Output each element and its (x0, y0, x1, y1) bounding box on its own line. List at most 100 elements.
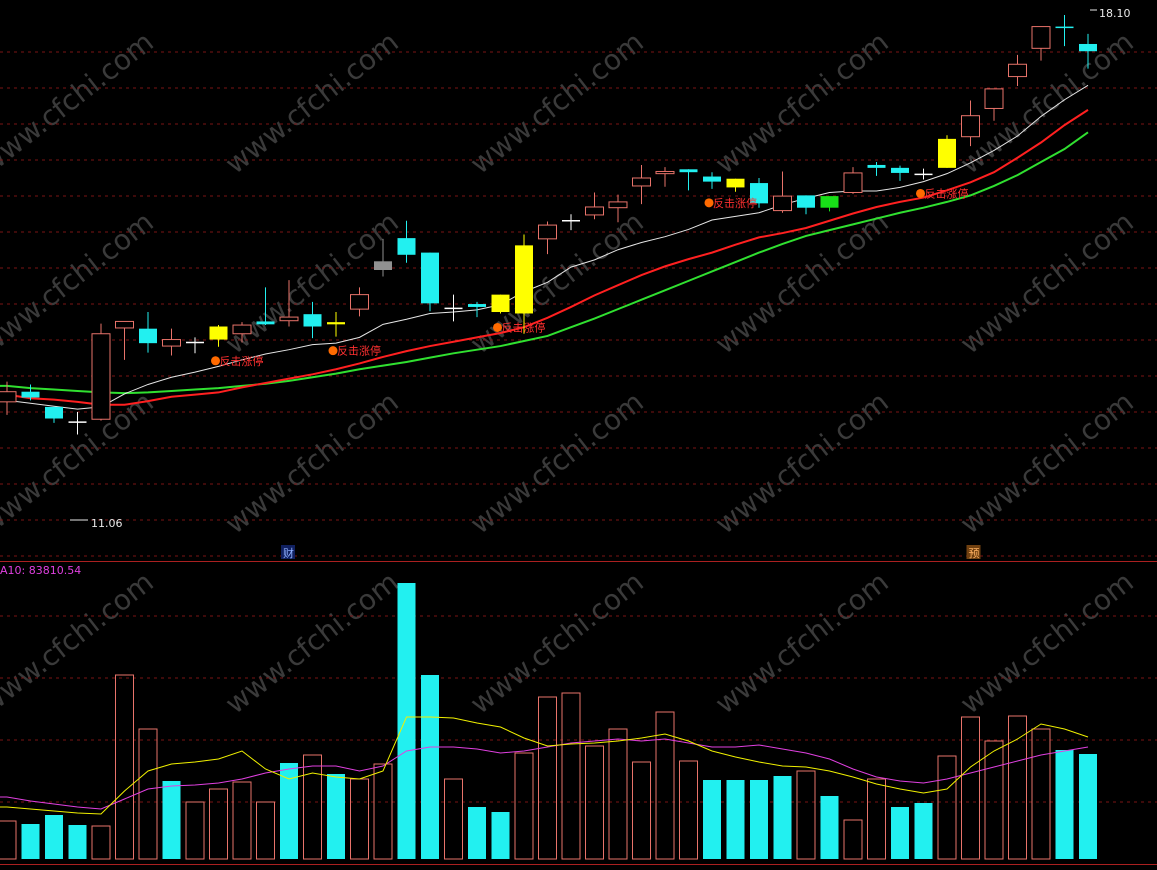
volume-bar[interactable] (937, 755, 957, 860)
volume-bar[interactable] (1079, 754, 1097, 859)
volume-bar[interactable] (820, 796, 839, 859)
candle[interactable] (327, 312, 345, 337)
volume-bar[interactable] (303, 754, 322, 860)
volume-bar[interactable] (91, 825, 111, 860)
volume-bar[interactable] (68, 825, 87, 859)
candle[interactable] (68, 411, 87, 435)
candlestick-series[interactable] (0, 15, 1097, 435)
candle[interactable] (891, 165, 909, 181)
volume-bar[interactable] (21, 824, 40, 859)
volume-bar[interactable] (773, 776, 792, 859)
candle[interactable] (279, 280, 299, 327)
volume-bar[interactable] (138, 728, 158, 860)
volume-bar[interactable] (538, 696, 557, 860)
candle[interactable] (914, 168, 933, 180)
volume-bar[interactable] (961, 716, 980, 860)
candle[interactable] (703, 172, 721, 189)
price-low-label: 11.06 (91, 517, 123, 530)
candle[interactable] (843, 167, 863, 194)
volume-bar[interactable] (632, 761, 651, 860)
candle[interactable] (773, 171, 792, 213)
candle[interactable] (186, 337, 204, 354)
candle[interactable] (538, 221, 557, 255)
volume-bar[interactable] (561, 692, 581, 860)
volume-bar[interactable] (491, 812, 510, 859)
candle[interactable] (0, 381, 17, 415)
candle[interactable] (750, 177, 768, 208)
volume-series[interactable] (0, 583, 1097, 860)
candle[interactable] (984, 88, 1004, 121)
volume-bar[interactable] (373, 763, 393, 860)
candle[interactable] (632, 164, 651, 205)
candle[interactable] (1031, 26, 1051, 61)
candle[interactable] (797, 195, 815, 215)
candle[interactable] (232, 322, 252, 343)
candle[interactable] (726, 178, 745, 192)
candle[interactable] (468, 301, 486, 318)
volume-bar[interactable] (162, 781, 181, 859)
candle[interactable] (820, 196, 839, 212)
volume-bar[interactable] (585, 745, 604, 860)
volume-bar[interactable] (914, 803, 933, 859)
volume-bar[interactable] (256, 801, 275, 860)
volume-bar[interactable] (350, 778, 369, 860)
candle[interactable] (91, 323, 111, 421)
candle[interactable] (938, 135, 956, 168)
volume-bar[interactable] (280, 763, 298, 859)
candle[interactable] (867, 162, 886, 176)
candle[interactable] (608, 194, 628, 223)
volume-bar[interactable] (514, 752, 534, 860)
volume-bar[interactable] (1031, 728, 1051, 860)
volume-bar[interactable] (209, 788, 228, 860)
volume-bar[interactable] (444, 778, 463, 860)
volume-bar[interactable] (891, 807, 909, 859)
candle[interactable] (585, 192, 604, 220)
candle[interactable] (491, 294, 510, 314)
candle[interactable] (421, 252, 439, 312)
candle[interactable] (1079, 33, 1097, 69)
candle[interactable] (961, 100, 980, 147)
watermark-text: www.cfchi.com (464, 25, 650, 180)
volume-bar[interactable] (0, 820, 17, 860)
volume-bar[interactable] (843, 819, 863, 860)
volume-bar[interactable] (679, 760, 698, 860)
candle[interactable] (209, 325, 228, 347)
volume-bar[interactable] (726, 780, 745, 859)
candle[interactable] (679, 169, 698, 191)
candle[interactable] (655, 167, 675, 187)
candle[interactable] (350, 287, 369, 317)
candle[interactable] (1008, 54, 1027, 86)
volume-bar[interactable] (115, 674, 134, 860)
volume-bar[interactable] (703, 780, 721, 859)
volume-bar[interactable] (1055, 750, 1074, 859)
volume-bar[interactable] (796, 770, 816, 860)
volume-bar[interactable] (397, 583, 416, 859)
volume-bar[interactable] (867, 778, 886, 860)
volume-bar[interactable] (608, 728, 628, 860)
volume-bar[interactable] (984, 740, 1004, 860)
candle[interactable] (562, 214, 580, 231)
volume-bar[interactable] (45, 815, 63, 859)
candle[interactable] (115, 320, 134, 360)
volume-bar[interactable] (468, 807, 486, 859)
volume-bar[interactable] (750, 780, 768, 859)
candle[interactable] (1055, 15, 1074, 47)
ma-red-line (0, 109, 1089, 406)
candle[interactable] (162, 328, 181, 356)
candle[interactable] (303, 301, 322, 339)
volume-bar[interactable] (1008, 715, 1027, 860)
volume-bar[interactable] (655, 711, 675, 860)
candle[interactable] (444, 294, 463, 322)
candle[interactable] (45, 406, 63, 423)
volume-bar[interactable] (327, 774, 345, 859)
candle[interactable] (256, 287, 275, 326)
candle[interactable] (21, 384, 40, 401)
candle[interactable] (515, 234, 533, 334)
candle[interactable] (139, 312, 157, 353)
volume-bar[interactable] (421, 675, 439, 859)
candle[interactable] (397, 220, 416, 263)
volume-bar[interactable] (185, 801, 205, 860)
volume-bar[interactable] (232, 781, 252, 860)
candle[interactable] (374, 238, 392, 277)
